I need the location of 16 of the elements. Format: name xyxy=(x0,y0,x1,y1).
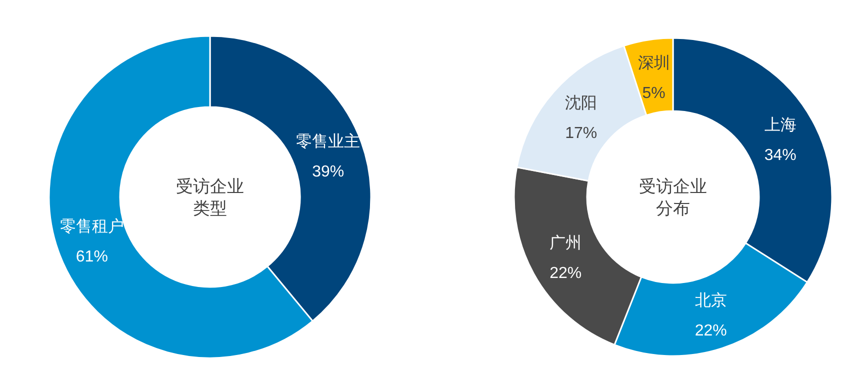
data-label: 61% xyxy=(76,248,108,266)
data-label: 22% xyxy=(694,322,727,340)
slice-label: 上海 xyxy=(764,116,796,134)
data-label: 5% xyxy=(642,85,666,102)
data-label: 17% xyxy=(565,124,598,142)
data-label: 39% xyxy=(312,163,344,180)
data-label: 34% xyxy=(764,146,796,164)
text: 受访企业分布 xyxy=(639,177,707,218)
slice-label: 零售租户 xyxy=(60,218,124,236)
slice-label: 沈阳 xyxy=(565,94,598,112)
slice-label: 北京 xyxy=(694,292,727,310)
data-label: 22% xyxy=(550,265,582,282)
slice-label: 深圳 xyxy=(638,54,670,72)
slice-label: 广州 xyxy=(550,234,582,252)
slice-label: 零售业主 xyxy=(296,132,360,150)
text: 受访企业类型 xyxy=(176,177,244,218)
